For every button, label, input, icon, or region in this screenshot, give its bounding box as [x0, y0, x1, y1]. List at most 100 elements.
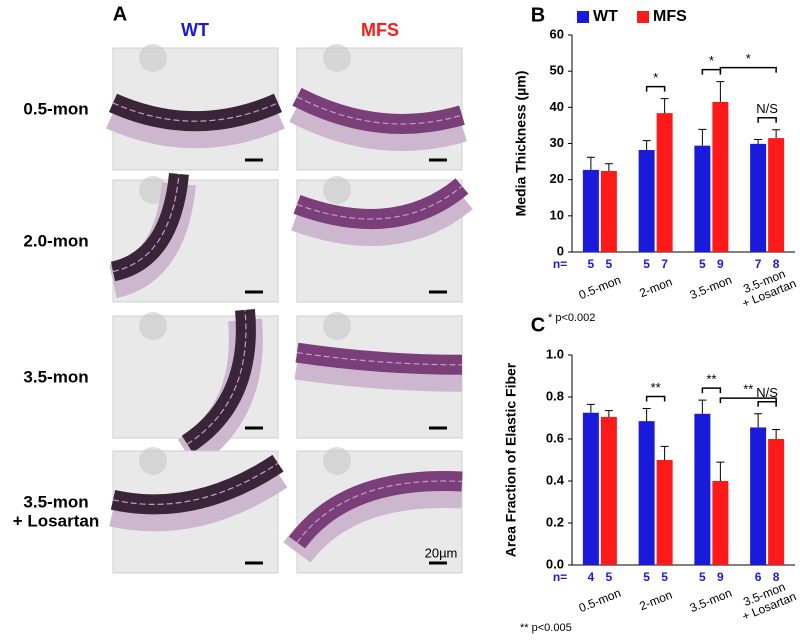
legend-swatch: [637, 11, 649, 23]
y-tick-label: 0.2: [546, 514, 564, 529]
y-tick-label: 40: [550, 99, 564, 114]
error-bar: [754, 139, 763, 144]
significance-label: **: [743, 382, 753, 397]
n-value: 7: [661, 257, 668, 271]
bar: [694, 145, 711, 252]
bar: [768, 439, 785, 565]
micrograph-shade: [323, 44, 351, 72]
y-tick-label: 0.0: [546, 556, 564, 571]
tissue-lamella: [296, 480, 463, 543]
footnote: * p<0.002: [548, 312, 595, 324]
panel-label: A: [113, 3, 127, 25]
tissue-lamella: [186, 309, 247, 445]
bar: [694, 413, 711, 565]
n-value: 5: [588, 257, 595, 271]
legend-swatch: [577, 11, 589, 23]
error-bar: [586, 403, 595, 413]
y-tick-label: 0.6: [546, 430, 564, 445]
n-value: 9: [717, 570, 724, 584]
micrograph-shade: [323, 312, 351, 340]
error-bar: [660, 98, 669, 114]
error-bar: [660, 445, 669, 460]
y-tick-label: 1.0: [546, 346, 564, 361]
footnote: ** p<0.005: [520, 622, 572, 634]
n-value: 5: [643, 570, 650, 584]
error-bar: [698, 128, 707, 146]
significance-label: N/S: [756, 385, 778, 400]
error-bar: [604, 410, 613, 417]
n-value: 7: [755, 257, 762, 271]
n-value: 5: [606, 257, 613, 271]
significance-bracket: [701, 68, 722, 75]
legend-label: WT: [593, 8, 618, 25]
error-bar: [772, 429, 781, 439]
n-value: 6: [755, 570, 762, 584]
column-label: WT: [181, 20, 209, 40]
y-tick-label: 50: [550, 63, 564, 78]
significance-label: *: [709, 53, 714, 68]
n-value: 8: [773, 570, 780, 584]
error-bar: [642, 140, 651, 151]
tissue-lamella: [296, 185, 463, 220]
scale-bar-label: 20µm: [425, 545, 458, 560]
n-value: 4: [588, 570, 595, 584]
bar: [582, 412, 599, 565]
n-value: 5: [699, 257, 706, 271]
bar: [750, 143, 767, 252]
tissue-lamella: [112, 173, 180, 273]
significance-label: *: [746, 51, 751, 66]
tissue-lamella: [112, 462, 279, 505]
n-value: 5: [661, 570, 668, 584]
significance-bracket: [757, 401, 777, 407]
error-bar: [754, 413, 763, 428]
row-label: 0.5-mon: [23, 99, 89, 119]
y-tick-label: 60: [550, 26, 564, 41]
error-bar: [604, 163, 613, 171]
n-value: 5: [643, 257, 650, 271]
y-axis-label: Media Thickness (µm): [513, 71, 529, 217]
y-tick-label: 20: [550, 171, 564, 186]
bar: [656, 460, 673, 565]
bar: [582, 169, 599, 252]
micrograph-shade: [323, 176, 351, 204]
n-label: n=: [553, 257, 567, 271]
bar: [750, 427, 767, 565]
y-tick-label: 0: [557, 243, 564, 258]
n-label: n=: [553, 570, 567, 584]
micrograph-shade: [323, 447, 351, 475]
bar: [712, 481, 729, 565]
error-bar: [716, 461, 725, 481]
row-label: 2.0-mon: [23, 231, 89, 251]
error-bar: [586, 156, 595, 170]
y-axis-label: Area Fraction of Elastic Fiber: [503, 362, 519, 557]
bar: [656, 113, 673, 253]
bar: [600, 170, 617, 252]
column-label: MFS: [361, 20, 399, 40]
row-label: 3.5-mon: [23, 367, 89, 387]
bar: [600, 416, 617, 565]
y-tick-label: 30: [550, 135, 564, 150]
bar: [768, 138, 785, 252]
significance-bracket: [719, 66, 777, 73]
n-value: 8: [773, 257, 780, 271]
legend-label: MFS: [653, 8, 687, 25]
significance-label: **: [706, 372, 716, 387]
significance-label: N/S: [756, 101, 778, 116]
row-label: 3.5-mon + Losartan: [12, 492, 100, 530]
panel-label: B: [531, 4, 545, 26]
y-tick-label: 10: [550, 207, 564, 222]
tissue-lamella: [296, 96, 463, 125]
error-bar: [642, 408, 651, 422]
error-bar: [698, 399, 707, 414]
n-value: 5: [699, 570, 706, 584]
bar: [638, 150, 655, 252]
micrograph-shade: [139, 447, 167, 475]
bar: [638, 421, 655, 565]
y-tick-label: 0.4: [546, 472, 565, 487]
error-bar: [772, 129, 781, 139]
significance-bracket: [757, 117, 777, 123]
significance-label: **: [651, 380, 661, 395]
bar: [712, 101, 729, 253]
n-value: 5: [606, 570, 613, 584]
